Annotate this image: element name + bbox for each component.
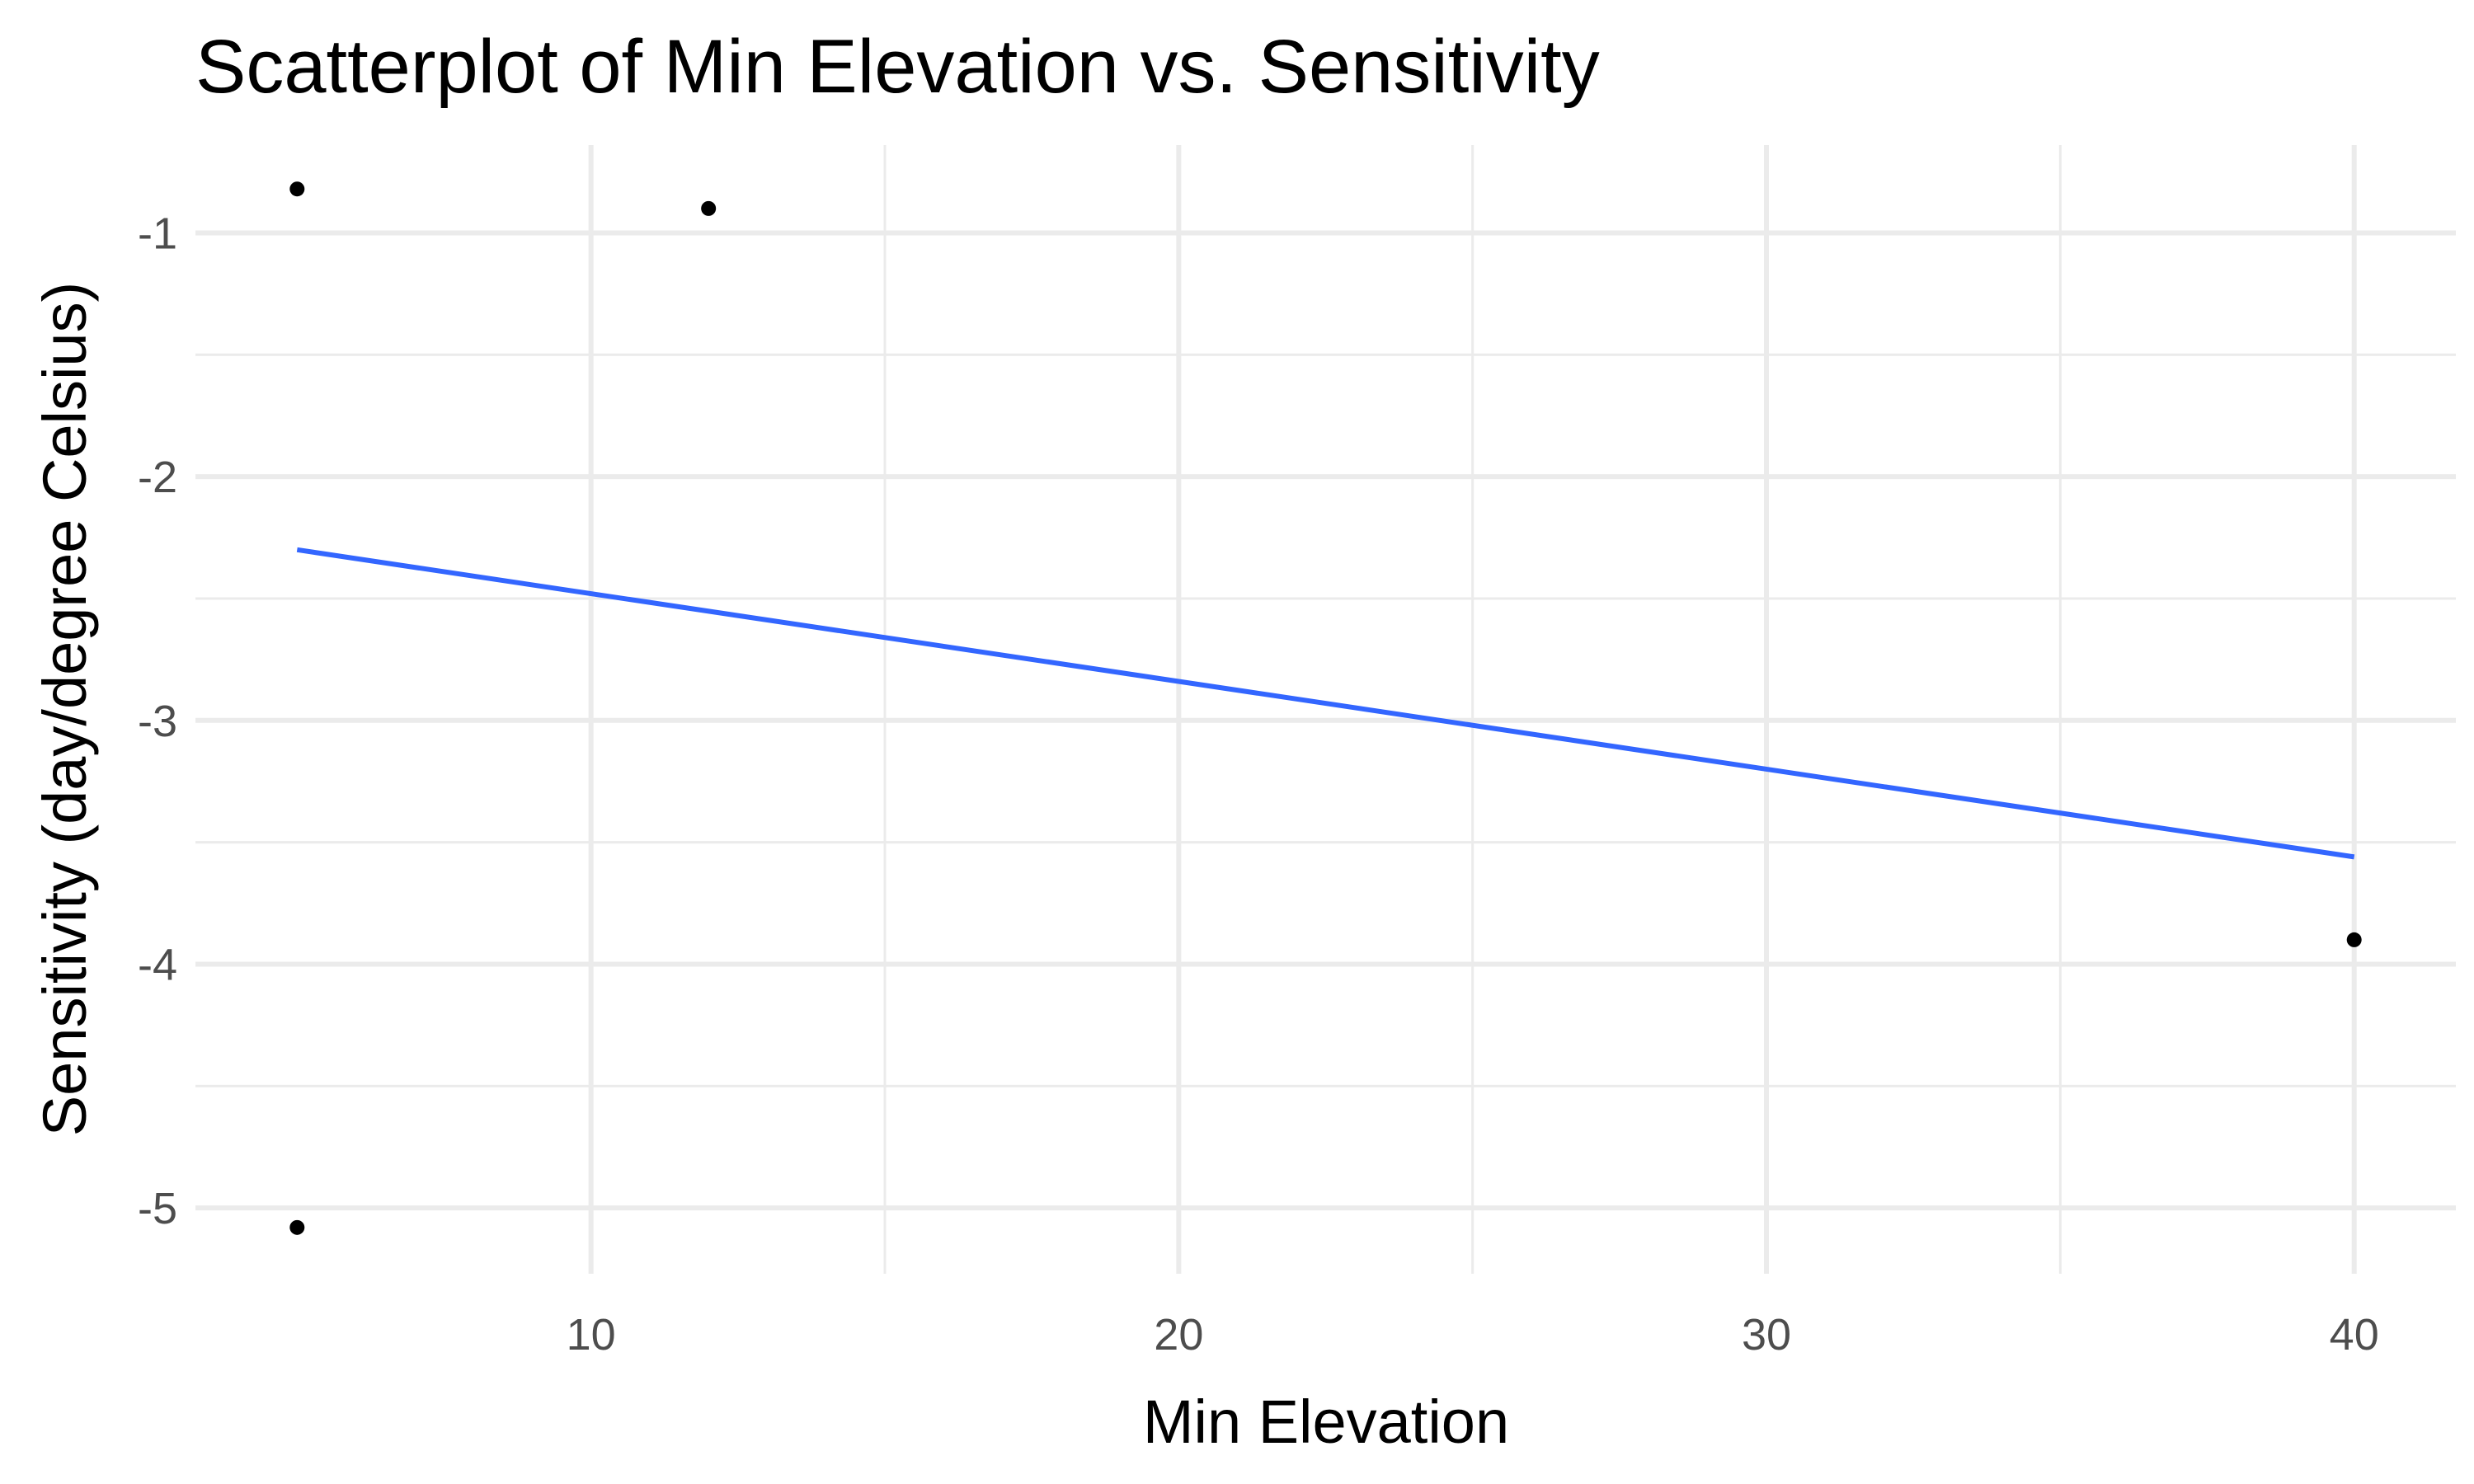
y-axis-title: Sensitivity (day/degree Celsius) (31, 282, 99, 1136)
trend-line-layer (296, 547, 2355, 860)
data-point (289, 181, 305, 197)
data-point (289, 1219, 305, 1235)
data-point (701, 200, 717, 216)
y-tick-labels: -5 -4 -3 -2 -1 (138, 209, 177, 1233)
y-tick-label: -4 (138, 940, 177, 989)
x-tick-labels: 10 20 30 40 (567, 1310, 2379, 1360)
data-points (289, 181, 2362, 1235)
data-point (2346, 932, 2362, 947)
chart-title: Scatterplot of Min Elevation vs. Sensiti… (195, 25, 1600, 109)
x-tick-label: 40 (2330, 1310, 2379, 1360)
y-tick-label: -3 (138, 697, 177, 746)
grid (195, 145, 2456, 1274)
y-tick-label: -2 (138, 453, 177, 502)
x-tick-label: 30 (1742, 1310, 1791, 1360)
y-tick-label: -1 (138, 209, 177, 258)
x-axis-title: Min Elevation (1143, 1388, 1509, 1456)
regression-line (296, 547, 2355, 860)
x-tick-label: 10 (567, 1310, 616, 1360)
y-tick-label: -5 (138, 1184, 177, 1233)
x-tick-label: 20 (1154, 1310, 1203, 1360)
